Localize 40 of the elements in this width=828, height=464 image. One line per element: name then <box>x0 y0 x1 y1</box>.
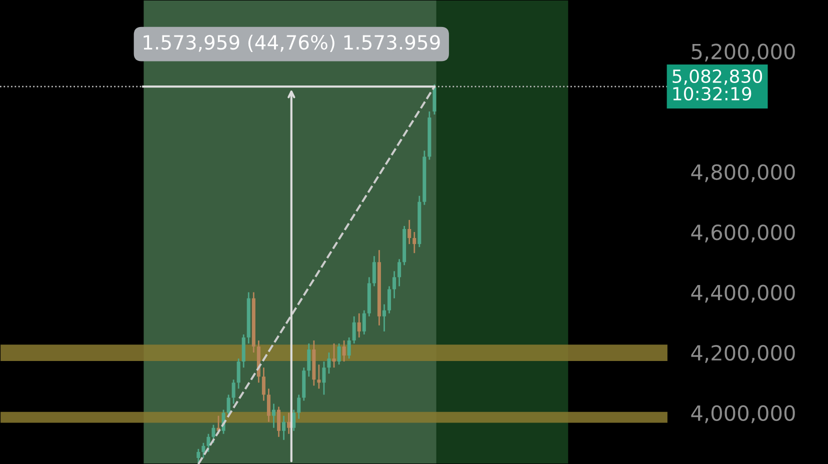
y-tick-label: 4,400,000 <box>691 284 795 303</box>
candlestick <box>272 403 276 429</box>
candlestick <box>332 342 336 368</box>
candlestick <box>262 366 266 402</box>
candlestick <box>412 231 416 254</box>
candlestick <box>392 270 396 299</box>
candlestick <box>382 304 386 332</box>
candlestick <box>398 258 402 287</box>
candlestick <box>337 342 341 366</box>
candlestick <box>226 394 230 416</box>
candlestick <box>196 448 200 464</box>
candlestick <box>232 378 236 404</box>
candlestick <box>307 342 311 378</box>
candlestick <box>387 286 392 314</box>
ref-line-label: 5,082,830 10:32:19 <box>672 69 762 100</box>
candlestick <box>352 316 356 344</box>
candlestick <box>236 358 240 390</box>
candlestick <box>408 219 412 245</box>
candlestick <box>276 406 281 438</box>
candlestick <box>287 412 291 435</box>
candlestick <box>282 415 286 441</box>
y-tick-label: 4,200,000 <box>691 344 795 363</box>
candlestick <box>212 424 216 444</box>
y-tick-label: 5,200,000 <box>692 44 795 62</box>
y-tick-label: 4,800,000 <box>691 164 795 182</box>
candlestick <box>322 360 326 396</box>
y-tick-label: 4,000,000 <box>691 405 795 424</box>
candlestick <box>342 340 346 362</box>
candlestick <box>372 255 376 287</box>
y-tick-label: 4,600,000 <box>691 224 795 242</box>
candlestick <box>357 312 361 338</box>
candlestick <box>362 310 366 336</box>
candlestick <box>327 352 331 374</box>
candlestick <box>202 442 206 459</box>
candlestick <box>297 394 301 420</box>
candlestick <box>206 433 210 453</box>
annotation: 1.573,959 (44,76%) 1.573.959 <box>144 34 440 52</box>
candlestick <box>317 364 321 390</box>
candlestick <box>347 336 351 360</box>
candlestick <box>266 388 270 423</box>
